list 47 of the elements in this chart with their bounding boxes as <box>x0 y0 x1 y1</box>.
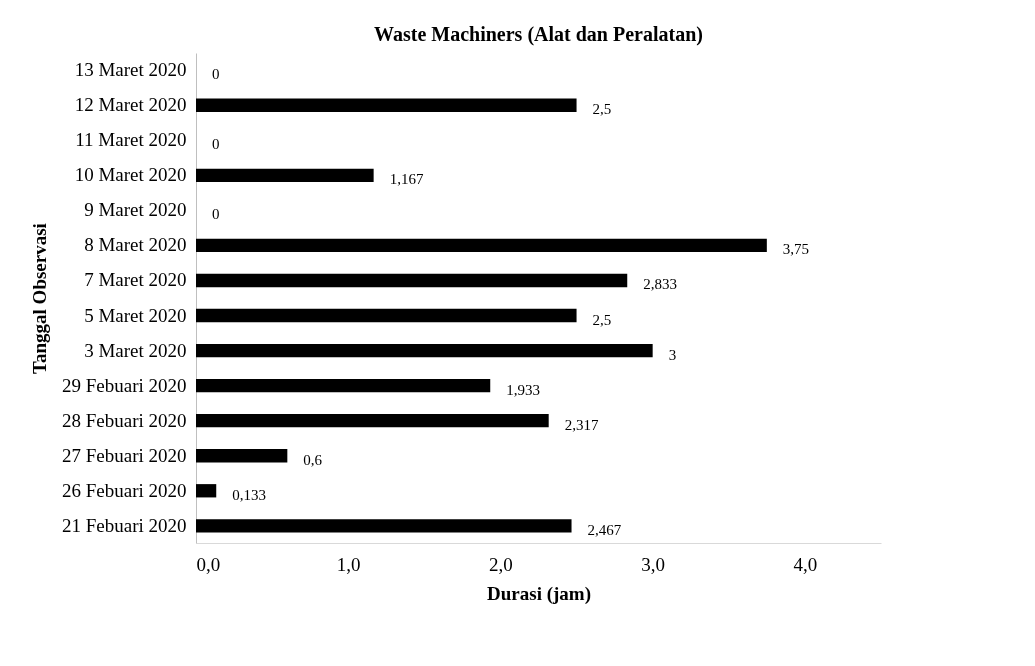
data-label: 2,833 <box>643 276 677 293</box>
y-axis-title: Tanggal Observasi <box>28 223 50 374</box>
bar <box>196 484 217 498</box>
data-label: 2,317 <box>564 416 599 433</box>
bar <box>196 273 628 288</box>
y-tick-label: 9 Maret 2020 <box>84 199 187 221</box>
y-tick-label: 7 Maret 2020 <box>84 269 187 291</box>
y-tick-label: 26 Febuari 2020 <box>61 479 187 501</box>
data-label: 2,467 <box>587 521 622 538</box>
y-tick-label: 5 Maret 2020 <box>84 304 187 326</box>
y-tick-label: 29 Febuari 2020 <box>61 374 187 396</box>
y-tick-label: 10 Maret 2020 <box>74 164 187 186</box>
bar <box>196 308 577 323</box>
x-tick-label: 1,0 <box>336 553 361 575</box>
x-tick-label: 2,0 <box>489 553 513 575</box>
y-tick-label: 3 Maret 2020 <box>84 339 187 361</box>
chart-title: Waste Machiners (Alat dan Peralatan) <box>374 23 703 46</box>
bar <box>196 98 577 112</box>
data-label: 2,5 <box>592 311 612 328</box>
y-tick-label: 11 Maret 2020 <box>75 129 187 151</box>
y-tick-label: 8 Maret 2020 <box>84 234 187 256</box>
bar <box>196 449 288 463</box>
bar <box>196 414 549 428</box>
y-tick-label: 12 Maret 2020 <box>74 94 187 116</box>
data-label: 0 <box>212 206 220 223</box>
data-label: 0,133 <box>232 486 266 503</box>
data-label: 0,6 <box>303 451 323 468</box>
bar <box>196 378 491 393</box>
data-label: 3 <box>668 346 677 363</box>
y-tick-label: 28 Febuari 2020 <box>61 409 187 431</box>
data-label: 1,933 <box>506 381 540 398</box>
x-tick-label: 4,0 <box>793 553 818 575</box>
data-label: 0 <box>212 136 220 153</box>
bar <box>196 343 653 358</box>
y-tick-label: 13 Maret 2020 <box>74 59 187 81</box>
bar <box>196 168 374 182</box>
bar <box>196 238 767 253</box>
data-label: 2,5 <box>592 101 612 118</box>
x-tick-label: 0,0 <box>196 553 221 575</box>
x-tick-label: 3,0 <box>641 553 666 575</box>
data-label: 1,167 <box>389 171 424 188</box>
data-label: 3,75 <box>782 241 810 258</box>
y-tick-label: 21 Febuari 2020 <box>61 514 187 536</box>
data-label: 0 <box>212 66 220 83</box>
bar <box>196 519 572 533</box>
x-axis-title: Durasi (jam) <box>487 582 591 605</box>
y-tick-label: 27 Febuari 2020 <box>61 444 187 466</box>
